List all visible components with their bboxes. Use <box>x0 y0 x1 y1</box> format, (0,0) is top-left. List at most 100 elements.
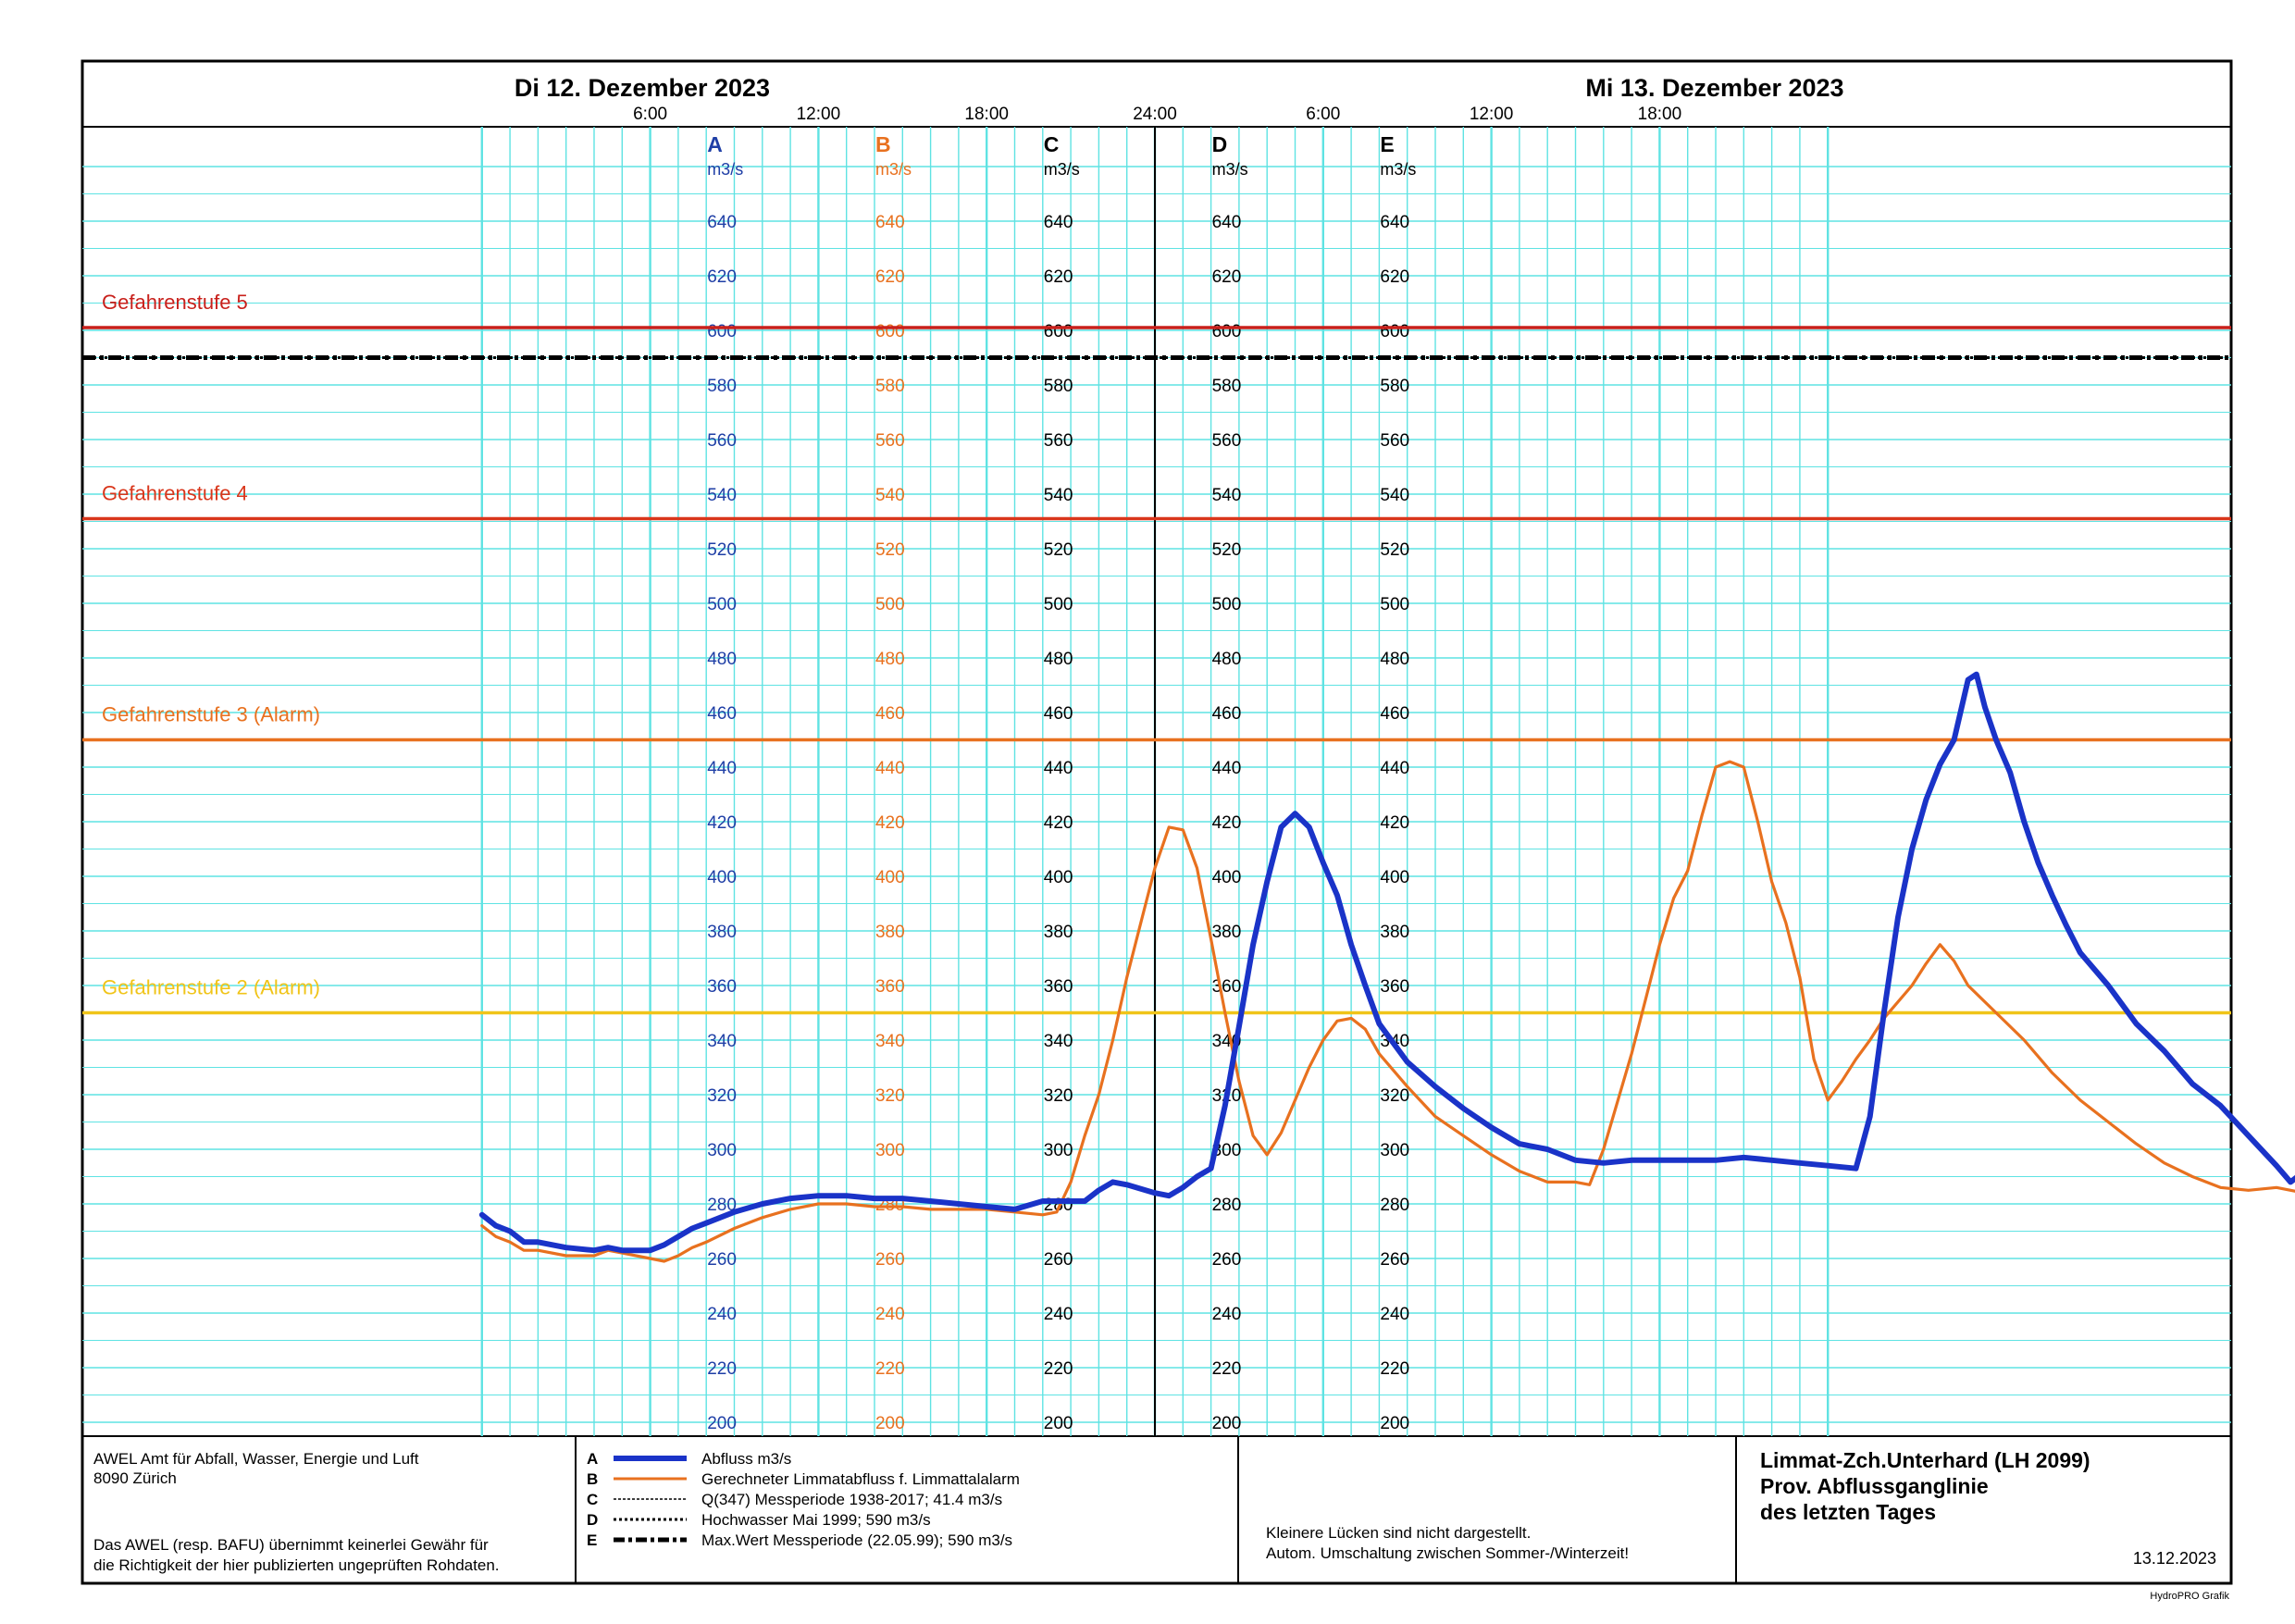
y-tick-label: 200 <box>875 1414 905 1433</box>
y-tick-label: 580 <box>1380 377 1409 396</box>
disclaimer-line-1: Das AWEL (resp. BAFU) übernimmt keinerle… <box>93 1536 489 1554</box>
legend-key: B <box>587 1470 598 1488</box>
y-tick-label: 400 <box>1044 868 1073 887</box>
y-tick-label: 520 <box>875 540 905 560</box>
y-tick-label: 580 <box>1212 377 1242 396</box>
y-tick-label: 260 <box>1212 1250 1242 1270</box>
time-tick-label: 6:00 <box>633 105 667 124</box>
org-address: 8090 Zürich <box>93 1469 177 1487</box>
y-tick-label: 240 <box>875 1305 905 1324</box>
y-tick-label: 480 <box>1212 650 1242 669</box>
y-tick-label: 380 <box>875 923 905 942</box>
y-tick-label: 400 <box>875 868 905 887</box>
y-tick-label: 620 <box>875 267 905 287</box>
danger-label: Gefahrenstufe 2 (Alarm) <box>102 976 320 999</box>
y-tick-label: 440 <box>1380 759 1409 778</box>
y-tick-label: 280 <box>707 1196 737 1215</box>
y-tick-label: 320 <box>1380 1086 1409 1106</box>
y-tick-label: 460 <box>875 704 905 724</box>
y-tick-label: 460 <box>1044 704 1073 724</box>
y-tick-label: 580 <box>875 377 905 396</box>
y-tick-label: 300 <box>1380 1141 1409 1160</box>
y-tick-label: 540 <box>1212 486 1242 505</box>
y-tick-label: 600 <box>707 322 737 341</box>
y-tick-label: 500 <box>1044 595 1073 614</box>
time-tick-label: 6:00 <box>1306 105 1340 124</box>
axis-unit: m3/s <box>1380 160 1416 179</box>
legend-key: E <box>587 1531 597 1549</box>
legend-text: Gerechneter Limmatabfluss f. Limmattalal… <box>701 1470 1020 1488</box>
y-tick-label: 220 <box>875 1359 905 1379</box>
y-tick-label: 220 <box>1380 1359 1409 1379</box>
y-tick-label: 220 <box>1212 1359 1242 1379</box>
y-tick-label: 300 <box>707 1141 737 1160</box>
y-tick-label: 400 <box>1212 868 1242 887</box>
y-tick-label: 360 <box>875 977 905 997</box>
y-tick-label: 320 <box>1044 1086 1073 1106</box>
y-tick-label: 260 <box>707 1250 737 1270</box>
y-tick-label: 420 <box>1044 813 1073 833</box>
y-tick-label: 340 <box>875 1032 905 1051</box>
y-tick-label: 620 <box>1044 267 1073 287</box>
axis-unit: m3/s <box>875 160 912 179</box>
notes-line-1: Kleinere Lücken sind nicht dargestellt. <box>1266 1524 1531 1542</box>
y-tick-label: 360 <box>1380 977 1409 997</box>
y-tick-label: 300 <box>1044 1141 1073 1160</box>
y-tick-label: 220 <box>1044 1359 1073 1379</box>
danger-label: Gefahrenstufe 3 (Alarm) <box>102 703 320 726</box>
y-tick-label: 320 <box>707 1086 737 1106</box>
axis-letter-e: E <box>1380 132 1394 156</box>
axis-letter-c: C <box>1044 132 1060 156</box>
y-tick-label: 620 <box>707 267 737 287</box>
day2-title: Mi 13. Dezember 2023 <box>1585 74 1843 102</box>
danger-label: Gefahrenstufe 5 <box>102 291 248 314</box>
y-tick-label: 340 <box>707 1032 737 1051</box>
y-tick-label: 480 <box>1044 650 1073 669</box>
y-tick-label: 280 <box>1380 1196 1409 1215</box>
y-tick-label: 480 <box>875 650 905 669</box>
y-tick-label: 560 <box>707 431 737 451</box>
y-tick-label: 200 <box>1380 1414 1409 1433</box>
time-tick-label: 18:00 <box>1638 105 1682 124</box>
y-tick-label: 440 <box>707 759 737 778</box>
y-tick-label: 240 <box>1380 1305 1409 1324</box>
y-tick-label: 580 <box>1044 377 1073 396</box>
legend-key: A <box>587 1450 598 1468</box>
legend: A Abfluss m3/s B Gerechneter Limmatabfluss … <box>587 1450 1020 1549</box>
legend-key: C <box>587 1491 598 1508</box>
report-date: 13.12.2023 <box>2133 1549 2216 1568</box>
y-tick-label: 300 <box>875 1141 905 1160</box>
time-tick-label: 24:00 <box>1133 105 1177 124</box>
y-tick-label: 420 <box>875 813 905 833</box>
y-tick-label: 600 <box>1212 322 1242 341</box>
axis-letter-a: A <box>707 132 723 156</box>
y-tick-label: 480 <box>1380 650 1409 669</box>
y-tick-label: 380 <box>1212 923 1242 942</box>
time-tick-label: 18:00 <box>964 105 1009 124</box>
day1-title: Di 12. Dezember 2023 <box>515 74 770 102</box>
y-tick-label: 420 <box>1380 813 1409 833</box>
time-tick-label: 12:00 <box>797 105 841 124</box>
y-tick-label: 300 <box>1212 1141 1242 1160</box>
y-tick-label: 540 <box>875 486 905 505</box>
y-tick-label: 560 <box>1380 431 1409 451</box>
y-tick-label: 600 <box>1380 322 1409 341</box>
y-tick-label: 440 <box>1212 759 1242 778</box>
legend-text: Q(347) Messperiode 1938-2017; 41.4 m3/s <box>701 1491 1002 1508</box>
y-tick-label: 500 <box>707 595 737 614</box>
y-tick-label: 640 <box>875 213 905 232</box>
y-tick-label: 260 <box>1380 1250 1409 1270</box>
y-tick-label: 280 <box>1212 1196 1242 1215</box>
disclaimer-line-2: die Richtigkeit der hier publizierten un… <box>93 1556 500 1574</box>
axis-unit: m3/s <box>707 160 743 179</box>
legend-text: Abfluss m3/s <box>701 1450 791 1468</box>
y-tick-label: 420 <box>1212 813 1242 833</box>
station-title-3: des letzten Tages <box>1760 1500 1936 1524</box>
y-tick-label: 460 <box>1380 704 1409 724</box>
software-credit: HydroPRO Grafik <box>2150 1591 2229 1602</box>
y-tick-label: 500 <box>1212 595 1242 614</box>
y-tick-label: 620 <box>1212 267 1242 287</box>
y-tick-label: 320 <box>875 1086 905 1106</box>
y-tick-label: 260 <box>875 1250 905 1270</box>
y-tick-label: 540 <box>1380 486 1409 505</box>
